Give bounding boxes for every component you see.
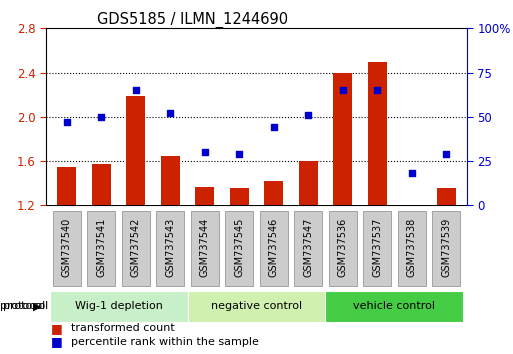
- FancyBboxPatch shape: [260, 211, 288, 286]
- Text: GSM737543: GSM737543: [165, 218, 175, 278]
- FancyBboxPatch shape: [328, 211, 357, 286]
- Bar: [264, 181, 283, 205]
- Text: GSM737546: GSM737546: [269, 218, 279, 278]
- Text: ■: ■: [50, 336, 62, 348]
- Text: vehicle control: vehicle control: [353, 301, 436, 311]
- Text: GSM737545: GSM737545: [234, 218, 244, 278]
- Text: negative control: negative control: [211, 301, 302, 311]
- Point: [132, 87, 140, 93]
- Bar: [333, 73, 352, 205]
- Text: GSM737541: GSM737541: [96, 218, 106, 278]
- Text: GSM737547: GSM737547: [303, 218, 313, 278]
- Text: percentile rank within the sample: percentile rank within the sample: [71, 337, 259, 347]
- Text: ■: ■: [50, 322, 62, 335]
- Point: [373, 87, 381, 93]
- FancyBboxPatch shape: [432, 211, 460, 286]
- Text: transformed count: transformed count: [71, 323, 175, 333]
- Bar: [126, 96, 145, 205]
- Point: [442, 151, 450, 157]
- Text: GSM737537: GSM737537: [372, 218, 382, 278]
- Point: [201, 149, 209, 155]
- FancyBboxPatch shape: [294, 211, 322, 286]
- Bar: [57, 167, 76, 205]
- Bar: [230, 188, 249, 205]
- Point: [339, 87, 347, 93]
- Text: GSM737539: GSM737539: [441, 218, 451, 278]
- Point: [407, 171, 416, 176]
- Point: [97, 114, 106, 120]
- Point: [63, 119, 71, 125]
- FancyBboxPatch shape: [156, 211, 185, 286]
- FancyBboxPatch shape: [188, 291, 325, 321]
- FancyBboxPatch shape: [363, 211, 391, 286]
- Bar: [92, 164, 111, 205]
- Text: GSM737542: GSM737542: [131, 218, 141, 278]
- Point: [304, 112, 312, 118]
- FancyBboxPatch shape: [325, 291, 463, 321]
- Bar: [299, 161, 318, 205]
- Point: [270, 125, 278, 130]
- Text: GSM737536: GSM737536: [338, 218, 348, 278]
- Bar: [437, 188, 456, 205]
- FancyBboxPatch shape: [122, 211, 150, 286]
- Point: [235, 151, 243, 157]
- Text: ▶: ▶: [33, 301, 42, 311]
- Text: GSM737544: GSM737544: [200, 218, 210, 278]
- Bar: [161, 155, 180, 205]
- FancyBboxPatch shape: [53, 211, 81, 286]
- FancyBboxPatch shape: [398, 211, 426, 286]
- FancyBboxPatch shape: [87, 211, 115, 286]
- Text: GSM737540: GSM737540: [62, 218, 72, 278]
- FancyBboxPatch shape: [191, 211, 219, 286]
- Text: Wig-1 depletion: Wig-1 depletion: [74, 301, 163, 311]
- Point: [166, 110, 174, 116]
- Bar: [368, 62, 387, 205]
- FancyBboxPatch shape: [50, 291, 188, 321]
- Text: GDS5185 / ILMN_1244690: GDS5185 / ILMN_1244690: [96, 12, 288, 28]
- Text: protocol: protocol: [3, 301, 48, 311]
- Text: protocol: protocol: [0, 301, 46, 311]
- Bar: [195, 187, 214, 205]
- FancyBboxPatch shape: [225, 211, 253, 286]
- Text: GSM737538: GSM737538: [407, 218, 417, 278]
